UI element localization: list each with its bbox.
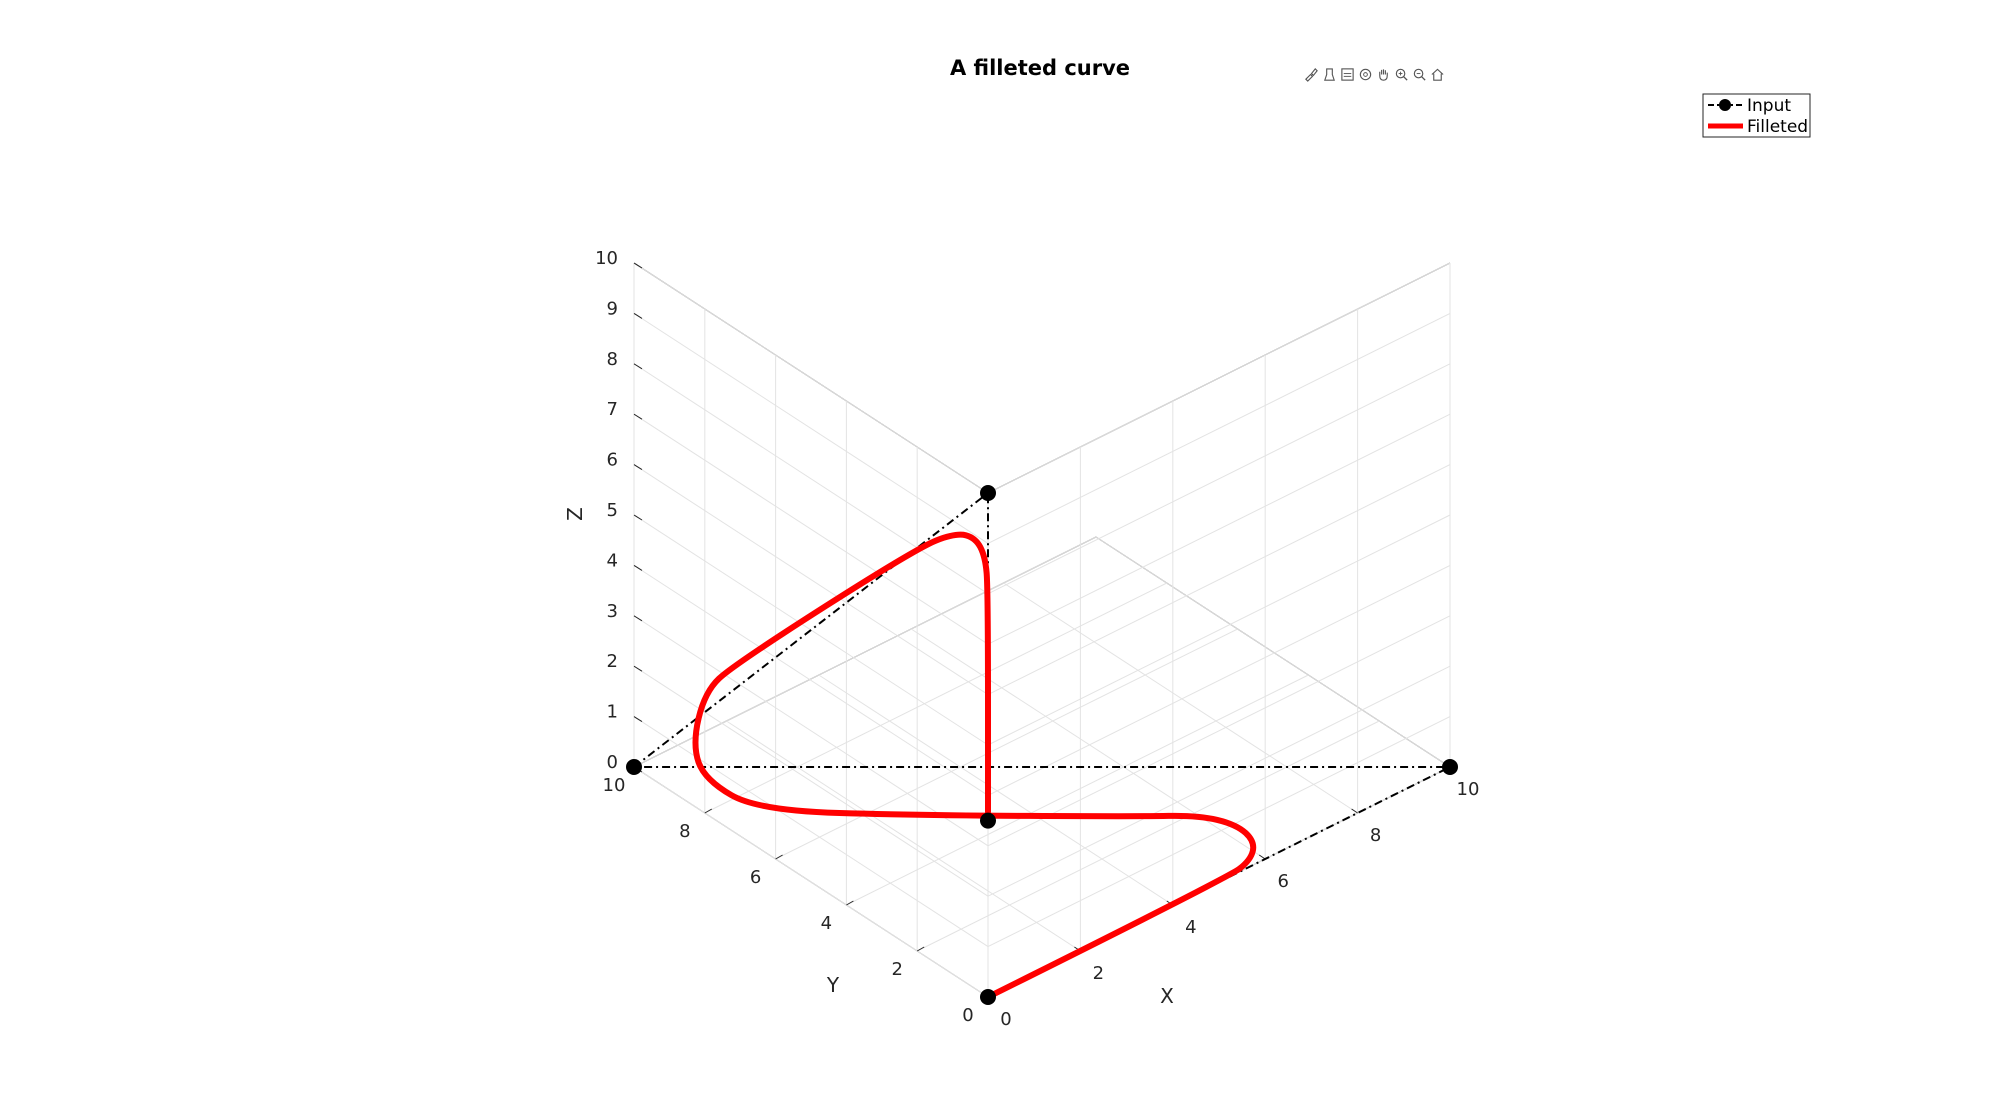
- y-tick-label: 4: [821, 913, 832, 934]
- y-tick-label: 0: [962, 1005, 973, 1026]
- legend-filleted-label: Filleted: [1747, 117, 1808, 137]
- grid-line-wall-z: [633, 464, 989, 696]
- grid-line-floor-y: [704, 582, 1168, 814]
- z-tick-mark: [633, 363, 643, 370]
- z-tick-mark: [633, 665, 643, 672]
- grid-line-wall-z2: [987, 363, 1451, 595]
- grid-line-floor-y: [633, 536, 1097, 768]
- filleted-series-line: [692, 531, 1257, 1000]
- z-tick-label: 9: [607, 298, 618, 319]
- y-tick-label: 10: [603, 775, 626, 796]
- grid-line-floor-y: [775, 628, 1238, 860]
- z-tick-label: 0: [607, 752, 618, 773]
- z-tick-mark: [633, 413, 643, 420]
- z-tick-label: 8: [607, 349, 618, 370]
- y-tick-mark: [916, 946, 925, 952]
- grid-line-wall-z: [633, 564, 989, 796]
- grid-line-wall-z: [633, 615, 989, 847]
- y-tick-mark: [704, 808, 713, 814]
- grid-line-floor-x: [818, 674, 1174, 906]
- datatip-icon[interactable]: [1321, 66, 1337, 82]
- input-point-marker: [980, 485, 996, 501]
- x-tick-label: 10: [1457, 779, 1480, 800]
- grid-line-wall-z2: [987, 665, 1451, 897]
- grid-line-wall-z: [633, 363, 989, 595]
- x-tick-label: 2: [1093, 963, 1104, 984]
- grid-line-wall-z: [633, 716, 989, 948]
- x-tick-label: 0: [1000, 1009, 1011, 1030]
- pan-icon[interactable]: [1375, 66, 1391, 82]
- y-tick-mark: [846, 900, 854, 906]
- x-tick-label: 4: [1185, 917, 1196, 938]
- grid-line-wall-z: [633, 665, 989, 897]
- z-tick-label: 10: [595, 248, 618, 269]
- input-point-marker: [626, 759, 642, 775]
- z-tick-mark: [633, 615, 643, 622]
- z-tick-mark: [633, 262, 643, 269]
- y-tick-label: 8: [679, 821, 690, 842]
- brush-icon[interactable]: [1303, 66, 1319, 82]
- grid-line-wall-z: [633, 262, 989, 494]
- z-tick-label: 5: [607, 500, 618, 521]
- input-series-line: [631, 490, 1451, 998]
- grid-line-wall-z: [633, 312, 989, 544]
- grid-line-floor-y: [846, 674, 1309, 906]
- y-tick-label: 2: [891, 959, 902, 980]
- grid-line-wall-z2: [987, 716, 1451, 948]
- grid-line-floor-y: [916, 720, 1380, 952]
- y-axis-label: Y: [826, 973, 840, 997]
- grid-line-floor-x: [1095, 536, 1451, 768]
- y-tick-label: 6: [750, 867, 761, 888]
- grid-line-floor-x: [1003, 582, 1358, 814]
- series-layer: [626, 485, 1458, 1005]
- z-tick-mark: [633, 716, 643, 723]
- grid-line-wall-z2: [987, 464, 1451, 696]
- z-tick-mark: [633, 514, 643, 521]
- grid-line-wall-z2: [987, 514, 1451, 746]
- input-point-marker: [1442, 759, 1458, 775]
- zoom-out-icon[interactable]: [1411, 66, 1427, 82]
- z-tick-mark: [633, 312, 643, 319]
- grid-line-wall-z2: [987, 564, 1451, 796]
- grid-line-wall-z2: [987, 413, 1451, 645]
- chart-title: A filleted curve: [950, 56, 1130, 80]
- grid-line-wall-z2: [987, 312, 1451, 544]
- z-tick-mark: [633, 464, 643, 471]
- z-tick-label: 1: [607, 702, 618, 723]
- grid-line-wall-z2: [987, 615, 1451, 847]
- grid-line-floor-x: [726, 720, 1081, 952]
- z-tick-label: 6: [607, 450, 618, 471]
- legend[interactable]: Input Filleted: [1702, 93, 1811, 138]
- input-point-marker: [980, 989, 996, 1005]
- z-tick-label: 4: [607, 550, 618, 571]
- x-tick-mark: [1351, 808, 1358, 814]
- axes-toolbar: [1303, 64, 1445, 84]
- export-icon[interactable]: [1339, 66, 1355, 82]
- x-tick-mark: [1258, 854, 1266, 860]
- rotate-icon[interactable]: [1357, 66, 1373, 82]
- grid-line-wall-z: [633, 766, 989, 998]
- x-tick-label: 6: [1277, 871, 1288, 892]
- input-point-marker: [980, 812, 996, 829]
- z-axis-label: Z: [563, 507, 587, 521]
- z-tick-label: 7: [607, 399, 618, 420]
- legend-input-marker: [1719, 99, 1731, 111]
- z-tick-label: 2: [607, 651, 618, 672]
- x-tick-label: 8: [1370, 825, 1381, 846]
- legend-input-label: Input: [1747, 96, 1791, 116]
- z-tick-label: 3: [607, 601, 618, 622]
- y-tick-mark: [775, 854, 783, 860]
- grid-line-floor-x: [910, 628, 1266, 860]
- x-axis-label: X: [1160, 984, 1174, 1008]
- grid-line-wall-z: [633, 413, 989, 645]
- home-icon[interactable]: [1429, 66, 1445, 82]
- z-tick-mark: [633, 564, 643, 571]
- zoom-in-icon[interactable]: [1393, 66, 1409, 82]
- grid-line-wall-z2: [987, 262, 1451, 494]
